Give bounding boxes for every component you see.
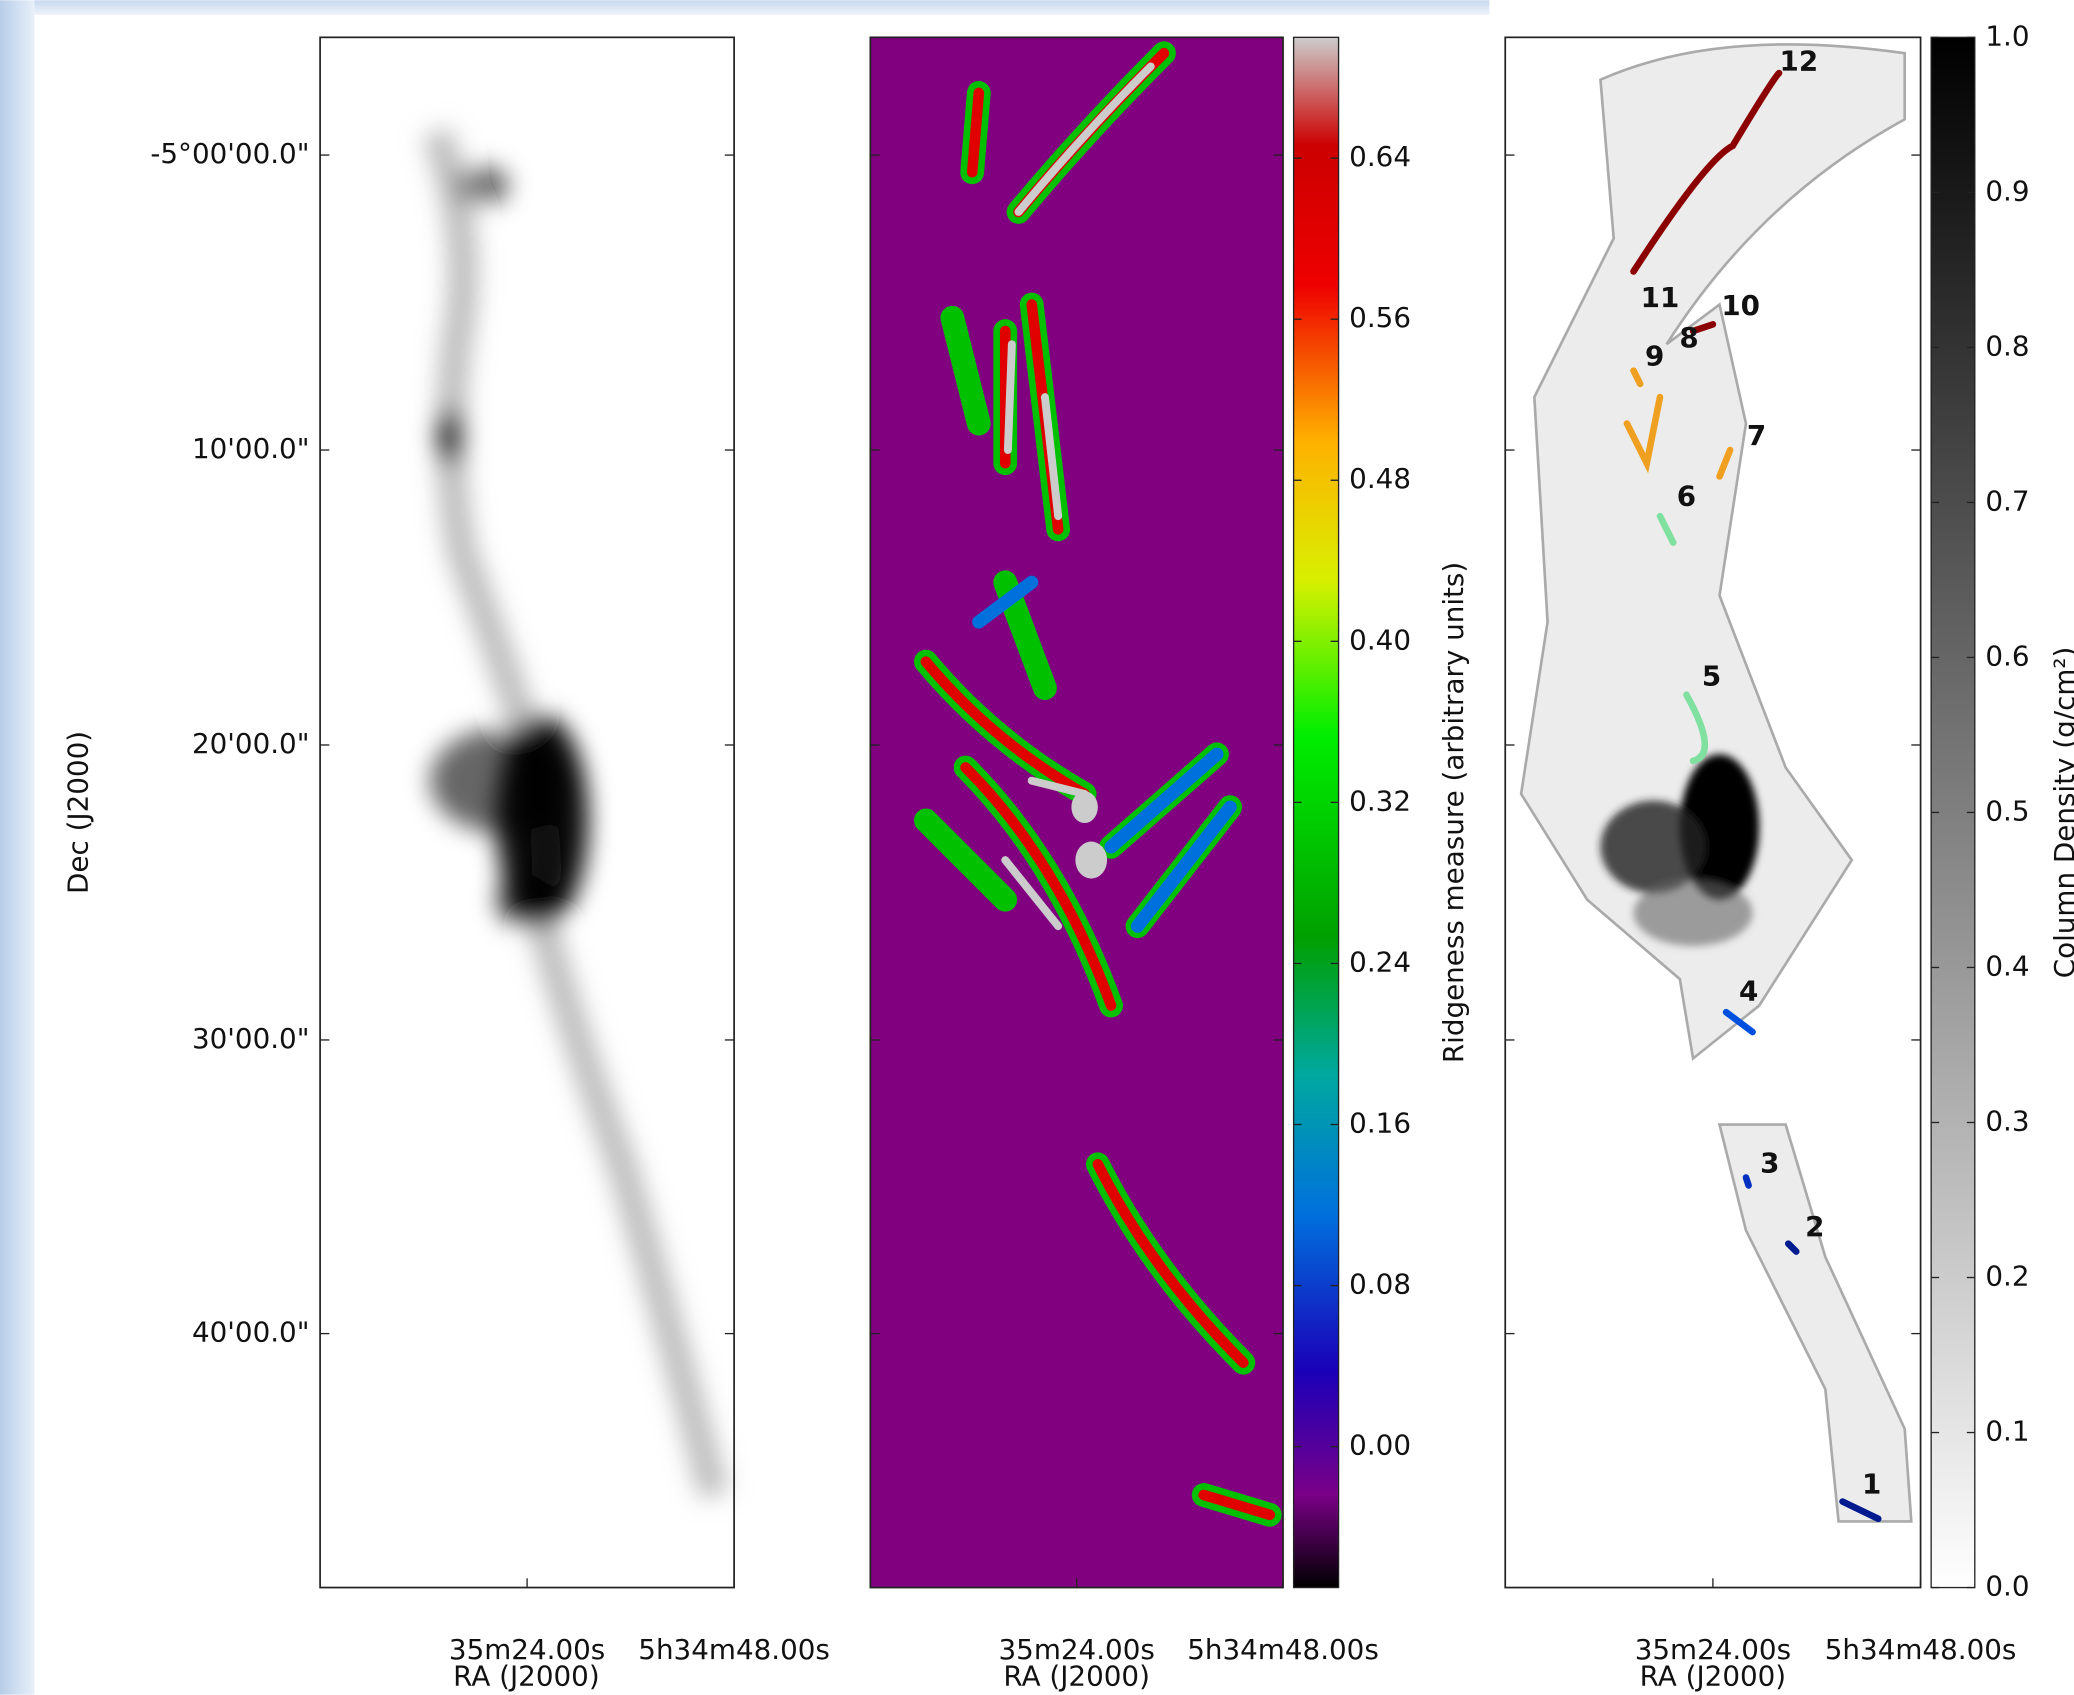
background-strip bbox=[0, 0, 35, 1695]
colorbar-tick-label: 0.40 bbox=[1349, 623, 1411, 656]
x-axis-title: RA (J2000) bbox=[1003, 1659, 1150, 1692]
filament-label: 6 bbox=[1677, 480, 1696, 513]
filament-label: 1 bbox=[1862, 1468, 1881, 1501]
colorbar-tick-label: 0.4 bbox=[1985, 949, 2029, 982]
colorbar-tick-label: 0.1 bbox=[1985, 1415, 2029, 1448]
colorbar-tick-label: 0.6 bbox=[1985, 639, 2029, 672]
y-tick-label: 20'00.0" bbox=[192, 727, 310, 760]
colorbar-tick-label: 0.9 bbox=[1985, 174, 2029, 207]
colorbar-tick-label: 0.7 bbox=[1985, 484, 2029, 517]
y-axis-title: Dec (J2000) bbox=[61, 731, 94, 894]
colorbar-tick-label: 0.08 bbox=[1349, 1268, 1411, 1301]
colorbar-tick-label: 0.56 bbox=[1349, 301, 1411, 334]
colorbar-tick-label: 0.8 bbox=[1985, 329, 2029, 362]
x-axis-title: RA (J2000) bbox=[453, 1659, 600, 1692]
colorbar-tick-label: 0.00 bbox=[1349, 1429, 1411, 1462]
filament-image bbox=[1505, 37, 1921, 1588]
filament-label: 10 bbox=[1721, 289, 1760, 322]
colorbar-tick-label: 0.24 bbox=[1349, 945, 1411, 978]
colorbar-tick-label: 0.48 bbox=[1349, 462, 1411, 495]
x-tick-label: 35m24.00s bbox=[449, 1633, 605, 1666]
colorbar-tick-label: 0.64 bbox=[1349, 140, 1411, 173]
filament-label: 2 bbox=[1805, 1210, 1824, 1243]
y-tick-label: -5°00'00.0" bbox=[150, 137, 309, 170]
filament-label: 5 bbox=[1702, 660, 1721, 693]
filament-label: 9 bbox=[1645, 339, 1664, 372]
colorbar-title: Column Density (g/cm²) bbox=[2048, 647, 2074, 979]
y-tick-label: 30'00.0" bbox=[192, 1022, 310, 1055]
filament-label: 8 bbox=[1679, 321, 1698, 354]
x-tick-label: 35m24.00s bbox=[1635, 1633, 1791, 1666]
y-tick-label: 40'00.0" bbox=[192, 1316, 310, 1349]
x-axis-title: RA (J2000) bbox=[1640, 1659, 1787, 1692]
filament-label: 11 bbox=[1641, 281, 1680, 314]
colorbar-tick-label: 0.5 bbox=[1985, 794, 2029, 827]
colorbar-tick-label: 0.2 bbox=[1985, 1260, 2029, 1293]
colorbar-title: Ridgeness measure (arbitrary units) bbox=[1437, 562, 1470, 1063]
x-tick-label: 5h34m48.00s bbox=[638, 1633, 830, 1666]
y-tick-label: 10'00.0" bbox=[192, 432, 310, 465]
x-tick-label: 5h34m48.00s bbox=[1187, 1633, 1379, 1666]
colorbar-tick-label: 0.0 bbox=[1985, 1570, 2029, 1603]
filament-label: 7 bbox=[1747, 419, 1766, 452]
filament-label: 4 bbox=[1739, 974, 1758, 1007]
colorbar-tick-label: 0.32 bbox=[1349, 784, 1411, 817]
filament-label: 3 bbox=[1760, 1146, 1779, 1179]
background-strip bbox=[34, 0, 1490, 15]
filament-label: 12 bbox=[1780, 44, 1819, 77]
colorbar-tick-label: 0.16 bbox=[1349, 1107, 1411, 1140]
colorbar-tick-label: 1.0 bbox=[1985, 19, 2029, 52]
x-tick-label: 35m24.00s bbox=[999, 1633, 1155, 1666]
column-density-image bbox=[320, 37, 735, 1588]
colorbar bbox=[1292, 36, 1340, 1589]
ridgeness-image bbox=[870, 37, 1284, 1588]
x-tick-label: 5h34m48.00s bbox=[1825, 1633, 2017, 1666]
colorbar-tick-label: 0.3 bbox=[1985, 1104, 2029, 1137]
